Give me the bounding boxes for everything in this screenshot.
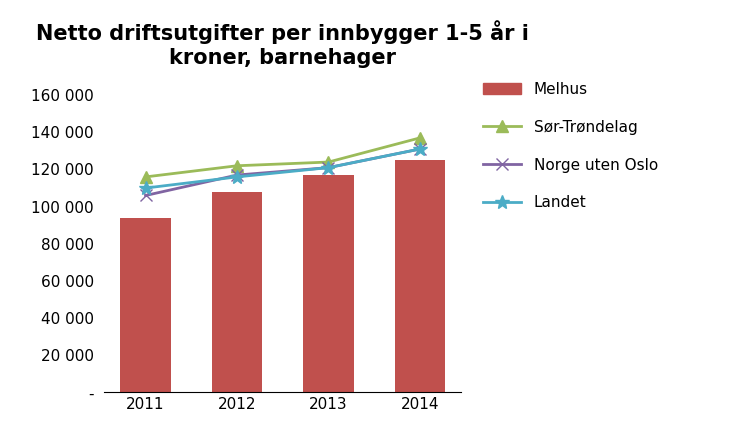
Legend: Melhus, Sør-Trøndelag, Norge uten Oslo, Landet: Melhus, Sør-Trøndelag, Norge uten Oslo, … bbox=[483, 82, 658, 211]
Norge uten Oslo bbox=[141, 193, 150, 198]
Line: Sør-Trøndelag: Sør-Trøndelag bbox=[140, 132, 426, 182]
Sør-Trøndelag bbox=[233, 163, 242, 169]
Landet bbox=[233, 174, 242, 180]
Line: Norge uten Oslo: Norge uten Oslo bbox=[140, 144, 426, 201]
Line: Landet: Landet bbox=[138, 142, 427, 195]
Sør-Trøndelag bbox=[141, 174, 150, 180]
Landet bbox=[141, 186, 150, 191]
Sør-Trøndelag bbox=[324, 159, 333, 165]
Bar bbox=[395, 160, 445, 392]
Landet bbox=[415, 146, 424, 152]
Sør-Trøndelag bbox=[415, 135, 424, 140]
Norge uten Oslo bbox=[324, 165, 333, 170]
Bar bbox=[121, 218, 170, 392]
Norge uten Oslo bbox=[233, 173, 242, 178]
Norge uten Oslo bbox=[415, 146, 424, 152]
Title: Netto driftsutgifter per innbygger 1-5 år i
kroner, barnehager: Netto driftsutgifter per innbygger 1-5 å… bbox=[36, 21, 529, 68]
Landet bbox=[324, 165, 333, 170]
Bar bbox=[304, 175, 353, 392]
Bar bbox=[212, 192, 262, 392]
